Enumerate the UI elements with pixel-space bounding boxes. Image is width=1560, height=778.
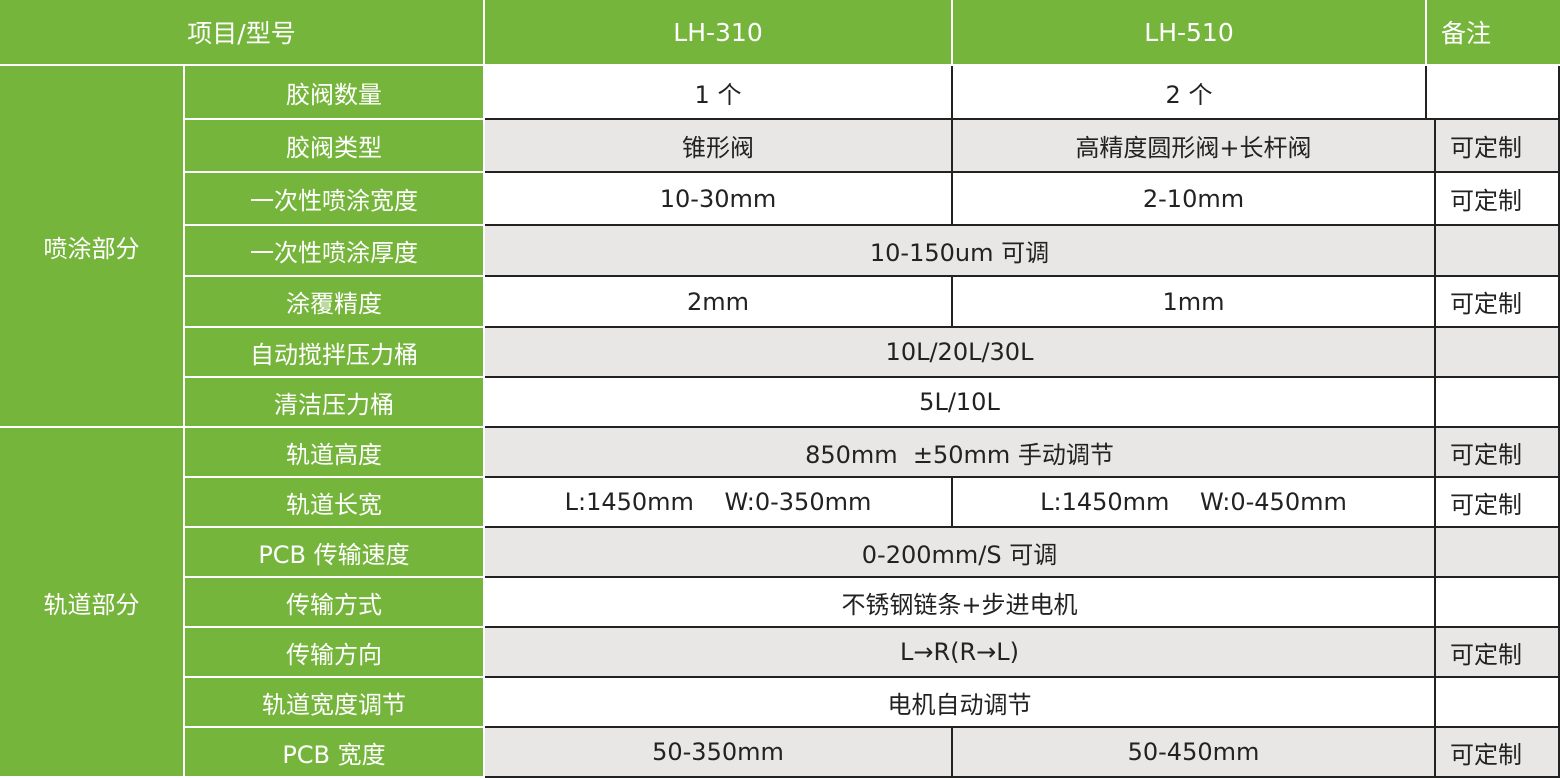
- value-lh510: L:1450mm W:0-450mm: [953, 478, 1436, 528]
- row-item-label: 自动搅拌压力桶: [185, 328, 485, 378]
- remark-cell: [1427, 66, 1560, 120]
- remark-cell: 可定制: [1436, 628, 1560, 678]
- remark-cell: [1436, 328, 1560, 378]
- row-item-label: 胶阀数量: [185, 66, 485, 120]
- value-shared: 850mm ±50mm 手动调节: [485, 428, 1436, 478]
- value-shared: L→R(R→L): [485, 628, 1436, 678]
- row-item-label: PCB 传输速度: [185, 528, 485, 578]
- value-lh310: 1 个: [485, 66, 953, 120]
- value-lh510: 2 个: [953, 66, 1427, 120]
- value-shared: 5L/10L: [485, 378, 1436, 428]
- row-item-label: 胶阀类型: [185, 120, 485, 173]
- value-lh510: 2-10mm: [953, 173, 1436, 226]
- value-lh510: 高精度圆形阀+长杆阀: [953, 120, 1436, 173]
- value-lh310: 50-350mm: [485, 728, 953, 778]
- header-lh510: LH-510: [953, 0, 1427, 66]
- row-item-label: 轨道高度: [185, 428, 485, 478]
- category-label: 喷涂部分: [0, 66, 185, 428]
- remark-cell: 可定制: [1436, 120, 1560, 173]
- remark-cell: [1436, 678, 1560, 728]
- row-item-label: PCB 宽度: [185, 728, 485, 778]
- value-lh310: 锥形阀: [485, 120, 953, 173]
- value-shared: 10L/20L/30L: [485, 328, 1436, 378]
- remark-cell: 可定制: [1436, 173, 1560, 226]
- remark-cell: 可定制: [1436, 478, 1560, 528]
- value-shared: 电机自动调节: [485, 678, 1436, 728]
- row-item-label: 一次性喷涂宽度: [185, 173, 485, 226]
- header-item-model: 项目/型号: [0, 0, 485, 66]
- header-lh310: LH-310: [485, 0, 953, 66]
- row-item-label: 传输方向: [185, 628, 485, 678]
- header-remark: 备注: [1427, 0, 1560, 66]
- remark-cell: 可定制: [1436, 728, 1560, 778]
- remark-cell: 可定制: [1436, 428, 1560, 478]
- value-shared: 0-200mm/S 可调: [485, 528, 1436, 578]
- row-item-label: 一次性喷涂厚度: [185, 226, 485, 277]
- value-shared: 10-150um 可调: [485, 226, 1436, 277]
- remark-cell: [1436, 528, 1560, 578]
- category-label: 轨道部分: [0, 428, 185, 778]
- value-shared: 不锈钢链条+步进电机: [485, 578, 1436, 628]
- value-lh310: L:1450mm W:0-350mm: [485, 478, 953, 528]
- remark-cell: [1436, 378, 1560, 428]
- value-lh510: 1mm: [953, 277, 1436, 328]
- value-lh510: 50-450mm: [953, 728, 1436, 778]
- remark-cell: [1436, 226, 1560, 277]
- value-lh310: 2mm: [485, 277, 953, 328]
- remark-cell: 可定制: [1436, 277, 1560, 328]
- value-lh310: 10-30mm: [485, 173, 953, 226]
- row-item-label: 清洁压力桶: [185, 378, 485, 428]
- row-item-label: 传输方式: [185, 578, 485, 628]
- row-item-label: 轨道长宽: [185, 478, 485, 528]
- row-item-label: 轨道宽度调节: [185, 678, 485, 728]
- remark-cell: [1436, 578, 1560, 628]
- row-item-label: 涂覆精度: [185, 277, 485, 328]
